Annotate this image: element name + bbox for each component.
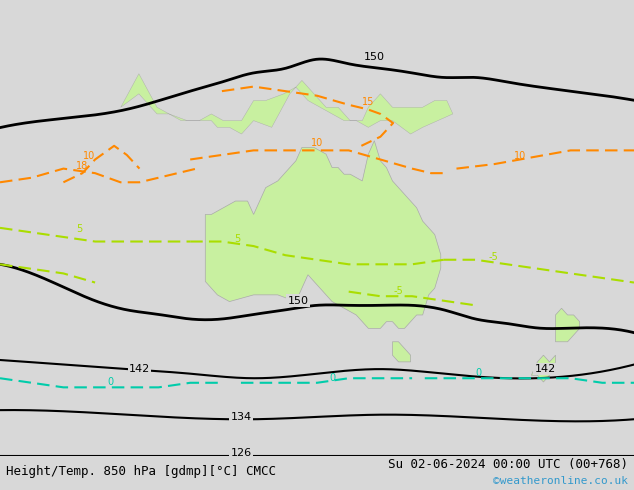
Polygon shape: [120, 74, 453, 134]
Text: 18: 18: [76, 161, 89, 171]
Text: -5: -5: [393, 286, 403, 296]
Text: 5: 5: [76, 224, 82, 234]
Text: 150: 150: [363, 52, 385, 62]
Text: 10: 10: [311, 138, 323, 148]
Polygon shape: [392, 342, 411, 362]
Text: 5: 5: [235, 234, 241, 244]
Text: Height/Temp. 850 hPa [gdmp][°C] CMCC: Height/Temp. 850 hPa [gdmp][°C] CMCC: [6, 465, 276, 478]
Text: ©weatheronline.co.uk: ©weatheronline.co.uk: [493, 476, 628, 487]
Text: 0: 0: [330, 372, 336, 383]
Text: 0: 0: [108, 377, 114, 387]
Text: 10: 10: [514, 151, 526, 162]
Text: 142: 142: [534, 364, 556, 374]
Text: 10: 10: [82, 151, 95, 162]
Polygon shape: [555, 308, 579, 342]
Text: 15: 15: [361, 97, 374, 107]
Text: -5: -5: [488, 252, 498, 262]
Text: Su 02-06-2024 00:00 UTC (00+768): Su 02-06-2024 00:00 UTC (00+768): [387, 458, 628, 471]
Text: 142: 142: [129, 364, 150, 374]
Text: 126: 126: [230, 448, 252, 459]
Text: 150: 150: [287, 296, 309, 306]
Polygon shape: [531, 355, 555, 382]
Text: 0: 0: [476, 368, 482, 378]
Text: 134: 134: [230, 412, 252, 422]
Polygon shape: [205, 141, 441, 328]
